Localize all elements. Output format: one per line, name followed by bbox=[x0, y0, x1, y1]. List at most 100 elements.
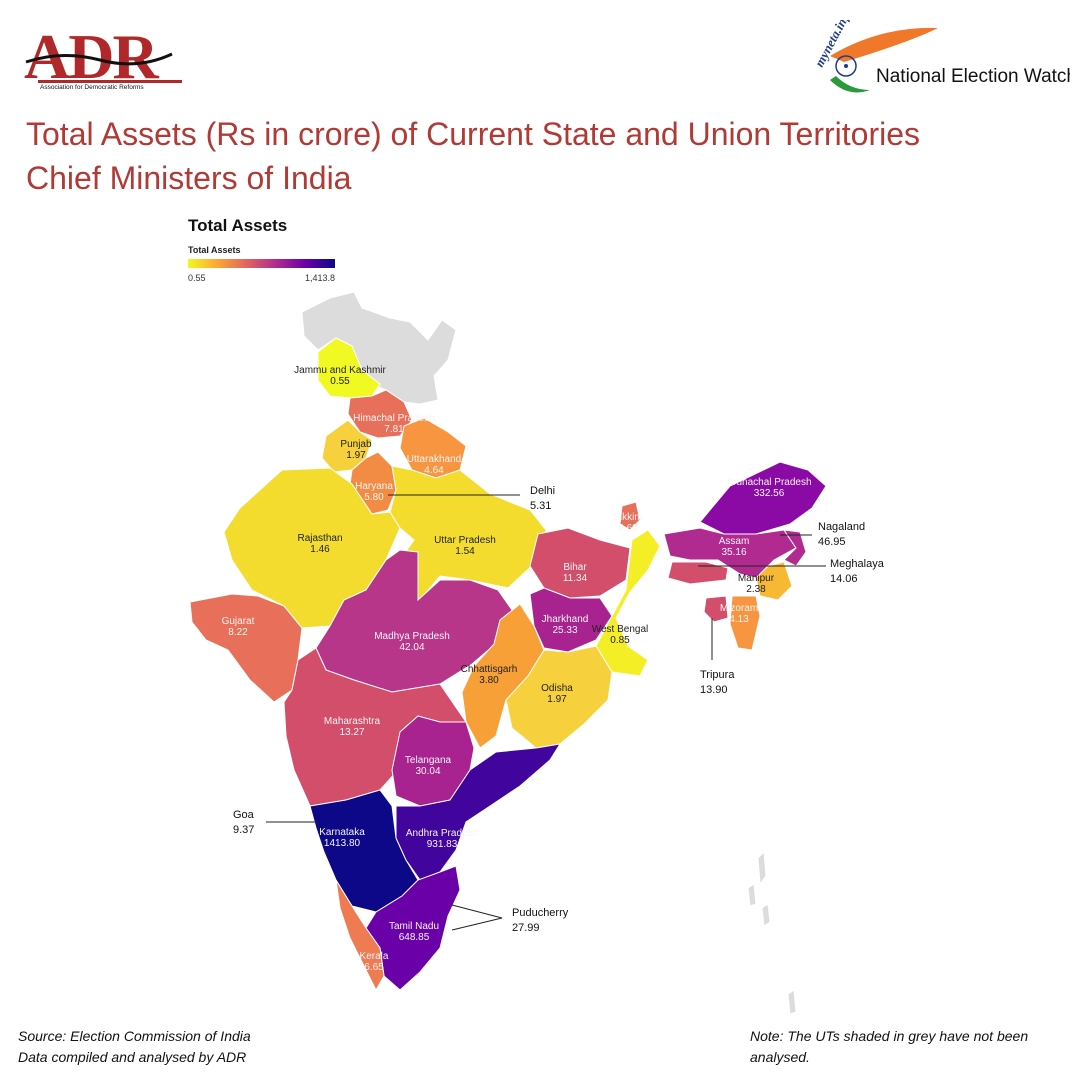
label-karnataka: Karnataka 1413.80 bbox=[319, 827, 365, 849]
label-uttar-pradesh-name: Uttar Pradesh bbox=[434, 535, 496, 546]
page-title: Total Assets (Rs in crore) of Current St… bbox=[26, 112, 1026, 200]
label-andhra-pradesh: Andhra Pradesh 931.83 bbox=[406, 828, 478, 850]
label-haryana-name: Haryana bbox=[355, 481, 393, 492]
label-sikkim: Sikkim 6.69 bbox=[613, 512, 642, 534]
grey-region-2 bbox=[747, 883, 757, 907]
label-punjab: Punjab 1.97 bbox=[340, 439, 372, 461]
label-uttar-pradesh-value: 1.54 bbox=[455, 546, 475, 557]
label-telangana-value: 30.04 bbox=[415, 766, 440, 777]
label-west-bengal-value: 0.85 bbox=[610, 635, 630, 646]
region-andhra-pradesh bbox=[395, 743, 562, 881]
label-odisha-value: 1.97 bbox=[547, 694, 567, 705]
label-mizoram-name: Mizoram bbox=[720, 603, 758, 614]
label-assam-name: Assam bbox=[719, 536, 750, 547]
label-telangana: Telangana 30.04 bbox=[405, 755, 452, 777]
callout-tripura-name: Tripura bbox=[700, 669, 735, 681]
label-kerala: Kerala 6.65 bbox=[360, 951, 389, 973]
region-jammu-and-kashmir bbox=[317, 337, 381, 399]
label-tamil-nadu: Tamil Nadu 648.85 bbox=[389, 921, 439, 943]
label-jharkhand: Jharkhand 25.33 bbox=[542, 614, 589, 636]
label-gujarat: Gujarat 8.22 bbox=[222, 616, 255, 638]
label-arunachal-pradesh-name: Arunachal Pradesh bbox=[726, 477, 811, 488]
region-kerala bbox=[335, 879, 385, 992]
callout-leaders bbox=[266, 494, 826, 931]
label-chhattisgarh: Chhattisgarh 3.80 bbox=[461, 664, 518, 686]
label-tamil-nadu-value: 648.85 bbox=[399, 932, 430, 943]
label-andhra-pradesh-name: Andhra Pradesh bbox=[406, 828, 478, 839]
legend-max-label: 1,413.8 bbox=[305, 273, 336, 283]
label-telangana-name: Telangana bbox=[405, 755, 452, 766]
label-chhattisgarh-name: Chhattisgarh bbox=[461, 664, 518, 675]
callout-tripura: Tripura 13.90 bbox=[700, 669, 735, 696]
myneta-logo-tagline: National Election Watch bbox=[876, 66, 1070, 87]
footer-source-line: Source: Election Commission of India bbox=[18, 1028, 251, 1044]
label-himachal-pradesh: Himachal Pradesh 7.81 bbox=[353, 413, 435, 435]
label-punjab-value: 1.97 bbox=[346, 450, 366, 461]
label-jharkhand-name: Jharkhand bbox=[542, 614, 589, 625]
legend-min-label: 0.55 bbox=[188, 273, 206, 283]
footer-note: Note: The UTs shaded in grey have not be… bbox=[750, 1028, 1029, 1065]
label-haryana-value: 5.80 bbox=[364, 492, 384, 503]
label-himachal-pradesh-name: Himachal Pradesh bbox=[353, 413, 435, 424]
label-karnataka-value: 1413.80 bbox=[324, 838, 361, 849]
label-uttarakhand: Uttarakhand 4.64 bbox=[407, 454, 461, 476]
region-labels: Jammu and Kashmir 0.55 Himachal Pradesh 7.8… bbox=[222, 365, 885, 973]
callout-delhi: Delhi 5.31 bbox=[530, 485, 555, 512]
callout-meghalaya-value: 14.06 bbox=[830, 573, 858, 585]
label-jammu-and-kashmir-name: Jammu and Kashmir bbox=[294, 365, 386, 376]
label-kerala-value: 6.65 bbox=[364, 962, 384, 973]
callout-tripura-value: 13.90 bbox=[700, 684, 728, 696]
region-tripura bbox=[703, 595, 729, 623]
callout-nagaland: Nagaland 46.95 bbox=[818, 521, 865, 548]
callout-meghalaya-name: Meghalaya bbox=[830, 558, 885, 570]
legend-title: Total Assets bbox=[188, 216, 288, 235]
callout-puducherry: Puducherry 27.99 bbox=[512, 907, 569, 934]
label-kerala-name: Kerala bbox=[360, 951, 389, 962]
grey-region-1 bbox=[757, 850, 767, 886]
grey-region-4 bbox=[787, 989, 797, 1015]
callout-goa-value: 9.37 bbox=[233, 824, 254, 836]
label-gujarat-name: Gujarat bbox=[222, 616, 255, 627]
label-andhra-pradesh-value: 931.83 bbox=[427, 839, 458, 850]
page-title-line2: Chief Ministers of India bbox=[26, 160, 352, 196]
label-rajasthan-value: 1.46 bbox=[310, 544, 330, 555]
label-arunachal-pradesh: Arunachal Pradesh 332.56 bbox=[726, 477, 811, 499]
region-manipur bbox=[755, 561, 793, 601]
adr-logo: ADR Association for Democratic Reforms bbox=[22, 21, 184, 92]
page-title-line1: Total Assets (Rs in crore) of Current St… bbox=[26, 116, 920, 152]
label-madhya-pradesh: Madhya Pradesh 42.04 bbox=[374, 631, 450, 653]
label-mizoram-value: 4.13 bbox=[729, 614, 749, 625]
label-chhattisgarh-value: 3.80 bbox=[479, 675, 499, 686]
label-sikkim-value: 6.69 bbox=[618, 523, 638, 534]
label-bihar-name: Bihar bbox=[563, 562, 587, 573]
region-chhattisgarh bbox=[461, 603, 545, 749]
label-bihar: Bihar 11.34 bbox=[563, 562, 588, 584]
label-himachal-pradesh-value: 7.81 bbox=[384, 424, 404, 435]
label-jammu-and-kashmir: Jammu and Kashmir 0.55 bbox=[294, 365, 386, 387]
label-west-bengal-name: West Bengal bbox=[592, 624, 649, 635]
label-rajasthan: Rajasthan 1.46 bbox=[297, 533, 342, 555]
label-sikkim-name: Sikkim bbox=[613, 512, 642, 523]
leader-puducherry bbox=[451, 904, 503, 931]
map-regions bbox=[189, 291, 827, 1015]
label-gujarat-value: 8.22 bbox=[228, 627, 248, 638]
callout-meghalaya: Meghalaya 14.06 bbox=[830, 558, 885, 585]
label-karnataka-name: Karnataka bbox=[319, 827, 365, 838]
region-bihar bbox=[529, 527, 631, 599]
label-odisha-name: Odisha bbox=[541, 683, 573, 694]
label-mizoram: Mizoram 4.13 bbox=[720, 603, 758, 625]
label-maharashtra-name: Maharashtra bbox=[324, 716, 381, 727]
label-haryana: Haryana 5.80 bbox=[355, 481, 393, 503]
label-uttarakhand-name: Uttarakhand bbox=[407, 454, 461, 465]
region-west-bengal bbox=[595, 529, 661, 677]
label-assam: Assam 35.16 bbox=[719, 536, 750, 558]
label-tamil-nadu-name: Tamil Nadu bbox=[389, 921, 439, 932]
legend-color-bar bbox=[188, 259, 335, 268]
label-maharashtra: Maharashtra 13.27 bbox=[324, 716, 381, 738]
label-jharkhand-value: 25.33 bbox=[552, 625, 577, 636]
label-madhya-pradesh-value: 42.04 bbox=[399, 642, 424, 653]
label-bihar-value: 11.34 bbox=[563, 573, 588, 584]
footer-compiled-line: Data compiled and analysed by ADR bbox=[18, 1049, 247, 1065]
callout-goa: Goa 9.37 bbox=[233, 809, 255, 836]
